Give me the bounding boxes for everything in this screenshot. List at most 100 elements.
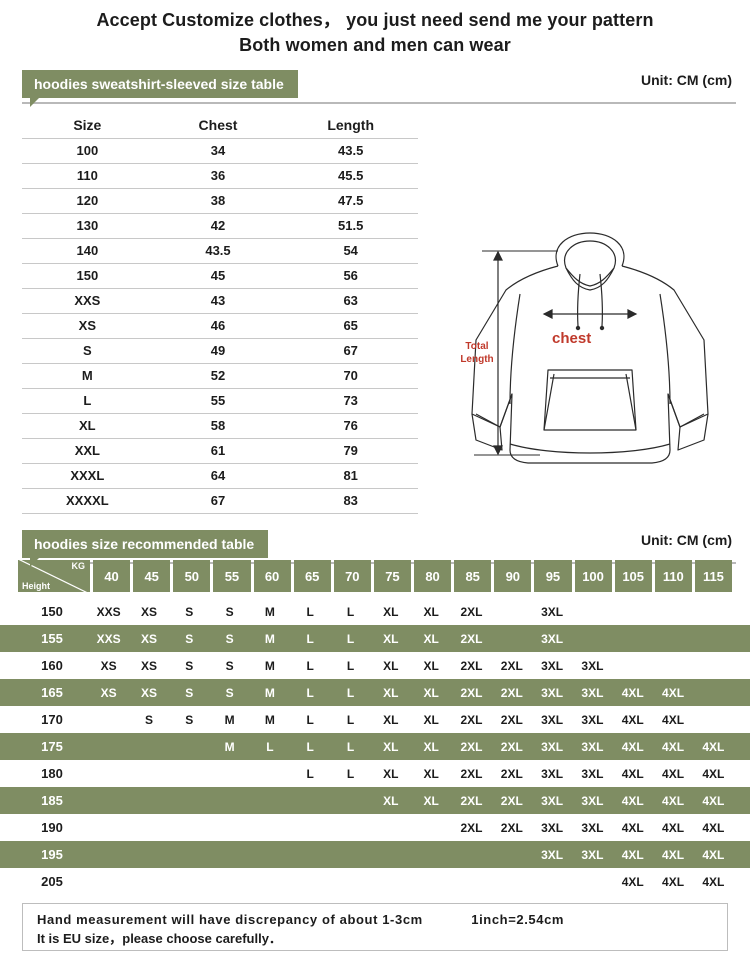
cell-chest: 34 bbox=[152, 137, 284, 163]
table-row: XXXXL 67 83 bbox=[22, 487, 418, 514]
size-cell bbox=[695, 605, 732, 619]
size-cell: 4XL bbox=[662, 793, 685, 808]
recommended-table-header: KG Height 40 45 50 55 60 65 70 75 80 85 90 95 100 105… bbox=[18, 560, 732, 592]
size-cell: 2XL bbox=[500, 685, 523, 700]
size-cell bbox=[251, 767, 288, 781]
table-row: L 55 73 bbox=[22, 387, 418, 413]
recommended-row: 150 XXS XS S S M L L XL XL 2XL 3XL bbox=[0, 598, 750, 625]
size-cell bbox=[251, 848, 288, 862]
size-cell: L bbox=[346, 739, 355, 754]
size-cell: XL bbox=[423, 658, 439, 673]
corner-kg-label: KG bbox=[71, 561, 86, 571]
size-cell: 4XL bbox=[621, 793, 644, 808]
size-cell: 3XL bbox=[541, 685, 564, 700]
weight-header-95: 95 bbox=[534, 560, 572, 592]
cell-size: M bbox=[22, 362, 153, 388]
recommended-row-cells: 4XL 4XL 4XL bbox=[90, 875, 732, 889]
table-row: M 52 70 bbox=[22, 362, 418, 388]
size-cell: XL bbox=[423, 766, 439, 781]
size-cell: 3XL bbox=[541, 712, 564, 727]
weight-header-65: 65 bbox=[293, 560, 331, 592]
cell-chest: 52 bbox=[152, 362, 284, 388]
size-cell bbox=[90, 821, 127, 835]
size-cell: 3XL bbox=[541, 766, 564, 781]
size-cell: 3XL bbox=[541, 820, 564, 835]
size-cell: 4XL bbox=[702, 874, 725, 889]
size-cell: XXS bbox=[96, 631, 121, 646]
recommended-row: 155 XXS XS S S M L L XL XL 2XL 3XL bbox=[0, 625, 750, 652]
size-cell: 3XL bbox=[581, 658, 604, 673]
size-cell: XS bbox=[140, 631, 157, 646]
size-cell: 2XL bbox=[460, 739, 483, 754]
cell-size: XXL bbox=[22, 437, 153, 463]
size-cell bbox=[493, 632, 530, 646]
cell-length: 73 bbox=[283, 387, 418, 413]
size-cell bbox=[292, 875, 329, 889]
size-cell: S bbox=[185, 712, 194, 727]
cell-length: 47.5 bbox=[283, 187, 418, 213]
size-table-header-row: Size Chest Length bbox=[22, 112, 418, 138]
size-cell bbox=[493, 848, 530, 862]
size-cell: L bbox=[346, 604, 355, 619]
size-cell bbox=[130, 821, 167, 835]
weight-header-75: 75 bbox=[373, 560, 411, 592]
size-cell: 4XL bbox=[621, 847, 644, 862]
size-cell bbox=[130, 767, 167, 781]
size-cell bbox=[292, 848, 329, 862]
size-cell bbox=[614, 605, 651, 619]
size-cell bbox=[533, 875, 570, 889]
size-cell: XL bbox=[383, 712, 399, 727]
section1-rule bbox=[22, 102, 736, 104]
weight-header-85: 85 bbox=[454, 560, 492, 592]
height-label: 195 bbox=[41, 847, 63, 862]
section2-unit-label: Unit: CM (cm) bbox=[641, 532, 732, 548]
size-table-head: Size Chest Length bbox=[22, 112, 418, 138]
size-cell bbox=[654, 659, 691, 673]
table-row: 150 45 56 bbox=[22, 262, 418, 288]
size-cell: 2XL bbox=[460, 820, 483, 835]
size-cell bbox=[211, 848, 248, 862]
size-cell: XL bbox=[423, 631, 439, 646]
size-cell bbox=[251, 794, 288, 808]
size-cell: L bbox=[306, 604, 314, 619]
size-cell: 4XL bbox=[621, 766, 644, 781]
size-cell: 2XL bbox=[460, 712, 483, 727]
size-cell: XL bbox=[423, 712, 439, 727]
size-cell: 3XL bbox=[541, 631, 564, 646]
note-line-2: It is EU size，please choose carefully． bbox=[37, 931, 282, 946]
height-label: 160 bbox=[41, 658, 63, 673]
size-cell bbox=[695, 686, 732, 700]
cell-size: 140 bbox=[22, 237, 153, 263]
size-cell: 2XL bbox=[460, 793, 483, 808]
weight-header-80: 80 bbox=[414, 560, 452, 592]
size-cell: S bbox=[225, 685, 234, 700]
recommended-row: 170 S S M M L L XL XL 2XL 2XL 3XL 3XL 4XL 4XL bbox=[0, 706, 750, 733]
cell-chest: 43 bbox=[152, 287, 284, 313]
size-cell: 3XL bbox=[581, 793, 604, 808]
size-cell: S bbox=[185, 631, 194, 646]
table-row: 110 36 45.5 bbox=[22, 162, 418, 188]
note-discrepancy-text: Hand measurement will have discrepancy o… bbox=[37, 912, 423, 927]
size-cell: 2XL bbox=[460, 685, 483, 700]
title-line-2: Both women and men can wear bbox=[239, 35, 511, 55]
size-cell: 4XL bbox=[662, 685, 685, 700]
size-cell bbox=[251, 821, 288, 835]
size-cell bbox=[654, 605, 691, 619]
weight-header-50: 50 bbox=[173, 560, 211, 592]
size-cell: S bbox=[144, 712, 153, 727]
weight-header-60: 60 bbox=[253, 560, 291, 592]
cell-size: L bbox=[22, 387, 153, 413]
size-cell bbox=[90, 767, 127, 781]
total-length-line-2: Length bbox=[460, 354, 494, 365]
size-cell: M bbox=[224, 739, 235, 754]
recommended-row: 190 2XL 2XL 3XL 3XL 4XL 4XL 4XL bbox=[0, 814, 750, 841]
cell-size: 120 bbox=[22, 187, 153, 213]
size-cell: S bbox=[225, 604, 234, 619]
size-cell: XS bbox=[100, 685, 117, 700]
size-cell bbox=[211, 875, 248, 889]
size-cell: 2XL bbox=[500, 739, 523, 754]
size-cell bbox=[695, 713, 732, 727]
cell-length: 79 bbox=[283, 437, 418, 463]
size-cell: 3XL bbox=[541, 847, 564, 862]
